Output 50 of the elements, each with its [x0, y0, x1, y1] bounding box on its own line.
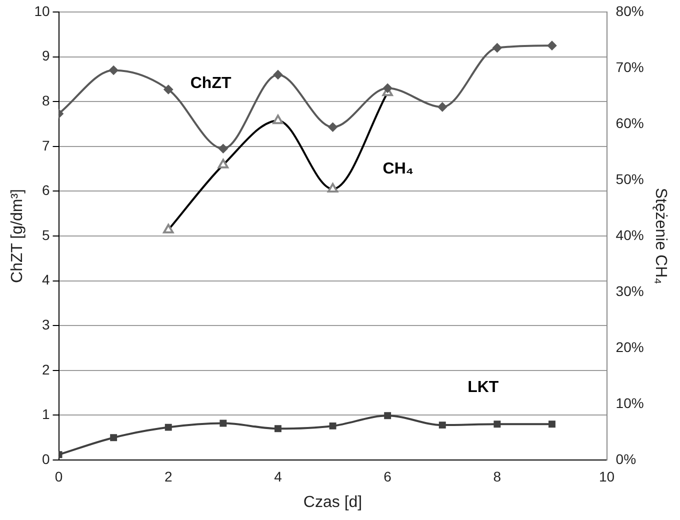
point: [164, 424, 172, 431]
y2-tick-label: 30%: [616, 282, 644, 299]
point: [547, 41, 556, 50]
y-tick-label: 1: [42, 406, 50, 422]
y-tick-label: 6: [42, 182, 50, 198]
x-tick-label: 0: [54, 468, 63, 484]
point: [273, 70, 282, 80]
y2-tick-label: 20%: [616, 338, 644, 355]
y2-tick-label: 10%: [616, 394, 644, 411]
point: [274, 425, 282, 432]
point: [492, 43, 502, 52]
point: [438, 422, 446, 429]
y2-tick-label: 80%: [616, 2, 644, 19]
y-tick-label: 0: [42, 450, 50, 467]
point: [384, 412, 392, 420]
series-label: ChZT: [190, 74, 232, 92]
x-tick-label: 6: [384, 468, 392, 484]
y-axis-title: ChZT [g/dm³]: [9, 189, 26, 283]
x-tick-label: 10: [598, 468, 615, 484]
y-tick-label: 9: [42, 48, 50, 64]
y2-tick-label: 60%: [616, 114, 644, 131]
point: [383, 84, 392, 93]
y-tick-label: 3: [42, 316, 50, 332]
y2-tick-label: 0%: [616, 450, 636, 467]
series-label: LKT: [468, 379, 499, 396]
point: [438, 102, 447, 112]
x-tick-label: 2: [164, 468, 172, 484]
point: [218, 144, 228, 154]
point: [329, 422, 336, 430]
y-tick-label: 8: [42, 92, 50, 108]
point: [109, 66, 118, 75]
point: [328, 122, 338, 132]
x-tick-label: 8: [493, 468, 502, 484]
y-tick-label: 4: [42, 272, 50, 288]
x-tick-label: 4: [274, 468, 282, 484]
series-label: CH₄: [382, 160, 414, 178]
point: [494, 420, 501, 428]
y-tick-label: 10: [34, 2, 50, 19]
point: [110, 434, 118, 442]
y2-tick-label: 50%: [616, 170, 644, 187]
y2-tick-label: 70%: [616, 58, 644, 75]
y-tick-label: 5: [42, 226, 50, 243]
y-tick-label: 2: [42, 361, 50, 378]
point: [220, 420, 227, 427]
point: [548, 420, 556, 428]
point: [164, 85, 173, 94]
y2-tick-label: 40%: [616, 226, 644, 243]
y2-axis-title: Stężenie CH₄: [652, 188, 669, 284]
y-tick-label: 7: [42, 137, 50, 154]
x-axis-title: Czas [d]: [303, 494, 362, 511]
